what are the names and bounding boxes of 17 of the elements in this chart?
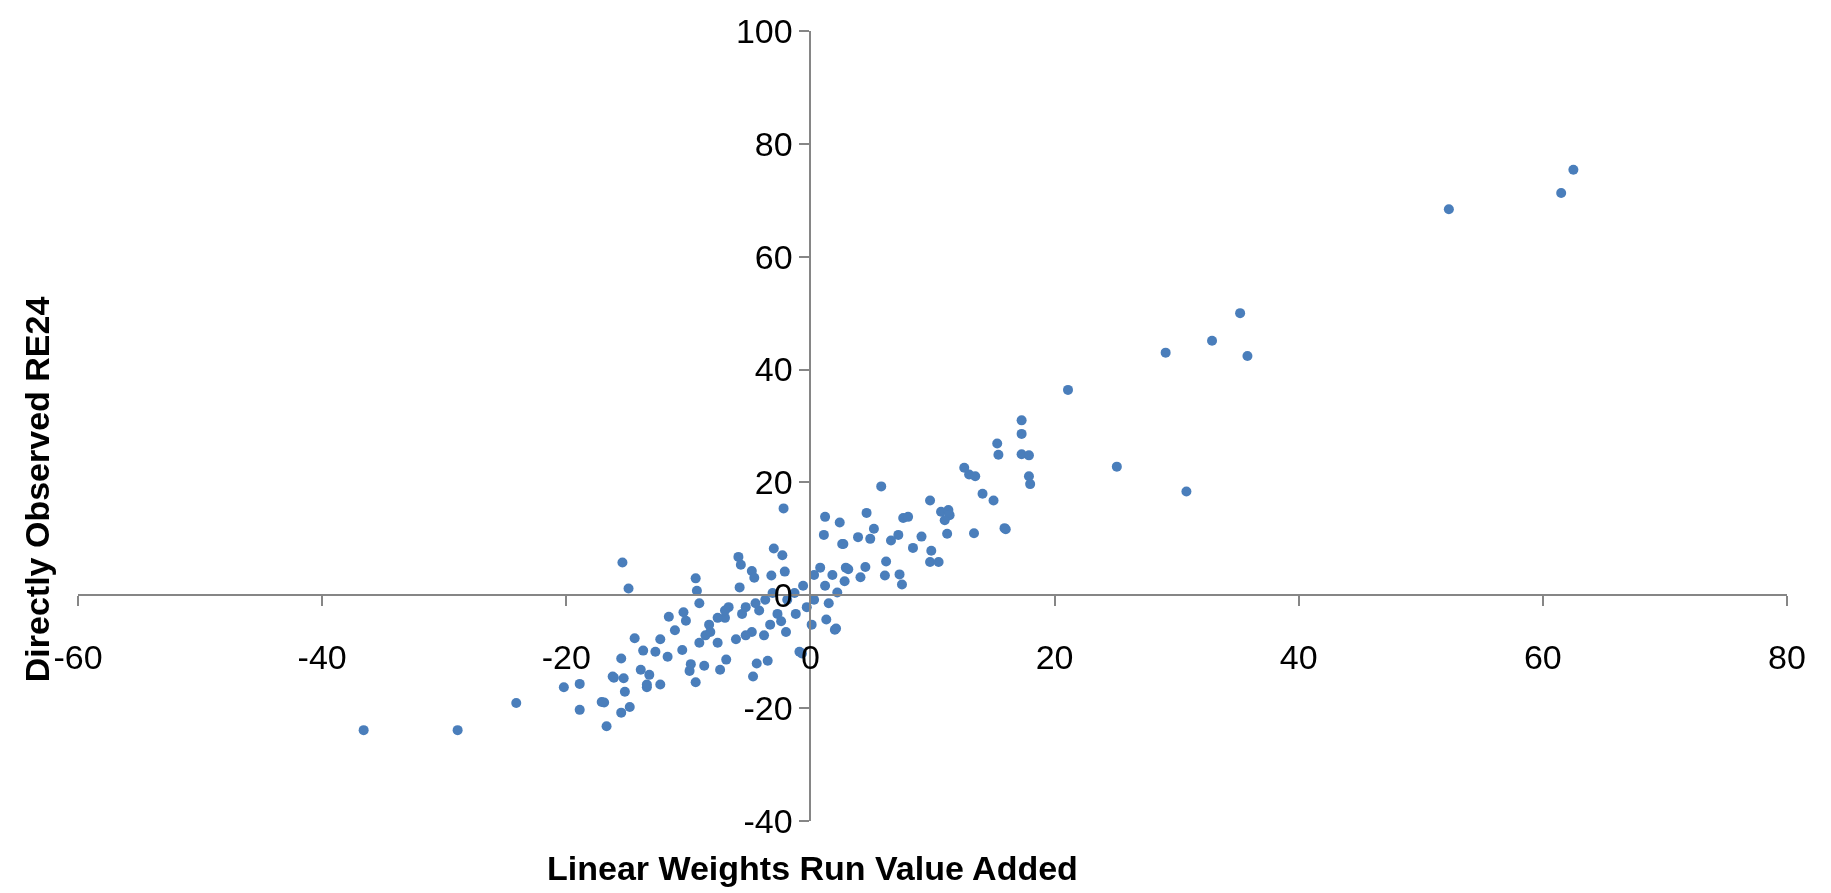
y-axis-title: Directly Observed RE24 (17, 296, 56, 683)
y-tick-label: 80 (754, 124, 793, 163)
x-axis-title: Linear Weights Run Value Added (547, 849, 1078, 887)
x-tick-label: 40 (1279, 638, 1318, 677)
x-tick-label: -40 (297, 638, 347, 677)
y-tick-label: 60 (754, 237, 793, 276)
y-tick-label: 40 (754, 350, 793, 389)
x-tick-label: 60 (1523, 638, 1562, 677)
y-tick-label: -40 (743, 801, 793, 840)
y-tick-label: -20 (743, 689, 793, 728)
y-tick-label: 20 (754, 463, 793, 502)
y-tick-label: 100 (735, 11, 793, 50)
x-tick-label: 20 (1035, 638, 1074, 677)
x-tick-label: 80 (1768, 638, 1806, 677)
x-tick-label: -60 (53, 638, 103, 677)
x-tick-label: -20 (541, 638, 591, 677)
x-tick-label: 0 (800, 638, 820, 677)
